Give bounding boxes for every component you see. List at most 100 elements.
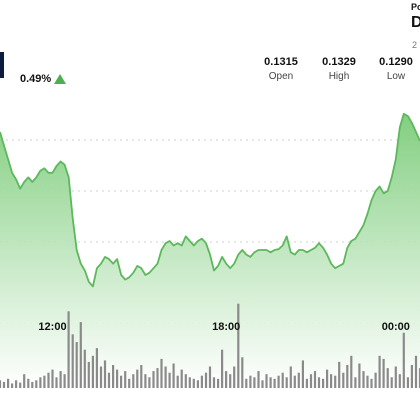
volume-bar xyxy=(124,371,127,388)
volume-bar xyxy=(172,363,175,388)
open-value: 0.1315 xyxy=(264,56,298,68)
volume-bar xyxy=(152,371,155,388)
volume-bar xyxy=(289,366,292,388)
volume-bar xyxy=(59,371,62,388)
volume-bar xyxy=(128,378,131,388)
volume-bar xyxy=(67,311,70,388)
volume-bar xyxy=(313,371,317,388)
volume-bar xyxy=(398,374,401,388)
volume-bar xyxy=(140,365,143,388)
volume-bar xyxy=(11,383,14,388)
volume-bar xyxy=(414,355,418,388)
volume-bar xyxy=(71,334,74,388)
volume-bar xyxy=(394,366,397,388)
volume-bar xyxy=(245,378,248,388)
volume-bar xyxy=(326,369,329,388)
volume-bar xyxy=(253,377,256,388)
volume-bar xyxy=(217,378,220,388)
volume-bar xyxy=(309,374,313,388)
volume-bar xyxy=(144,374,147,388)
volume-bar xyxy=(293,375,296,388)
x-tick-label: 12:00 xyxy=(38,321,66,333)
open-stat: 0.1315 Open xyxy=(259,56,303,82)
volume-bar xyxy=(39,377,42,388)
volume-bar xyxy=(212,377,216,388)
change-percent: 0.49% xyxy=(20,73,52,85)
volume-bar xyxy=(188,377,191,388)
volume-bar xyxy=(225,371,228,388)
volume-bar xyxy=(103,360,107,388)
volume-bar xyxy=(136,369,139,388)
volume-bar xyxy=(192,378,195,388)
volume-bar xyxy=(156,368,159,388)
up-arrow-icon xyxy=(54,74,66,84)
volume-bar xyxy=(95,348,98,388)
corner-label-mid: D xyxy=(411,14,420,31)
volume-bar xyxy=(334,375,337,388)
volume-bar xyxy=(257,371,260,388)
volume-bar xyxy=(196,380,199,388)
volume-bar xyxy=(2,381,6,388)
volume-bar xyxy=(370,378,373,388)
volume-bar xyxy=(0,380,2,388)
volume-bar xyxy=(204,372,208,388)
volume-bar xyxy=(322,378,325,388)
price-area-fill xyxy=(0,113,420,389)
volume-bar xyxy=(47,372,50,388)
open-label: Open xyxy=(268,71,294,82)
low-value: 0.1290 xyxy=(379,56,413,68)
volume-bar xyxy=(237,303,240,388)
volume-bar xyxy=(31,381,34,388)
volume-bar xyxy=(402,332,405,388)
volume-bar xyxy=(382,358,385,388)
volume-bar xyxy=(261,380,264,388)
low-stat: 0.1290 Low xyxy=(374,56,418,82)
volume-bar xyxy=(265,374,268,388)
volume-bar xyxy=(91,355,94,388)
volume-bar xyxy=(281,372,284,388)
volume-bar xyxy=(112,365,115,388)
volume-bar xyxy=(87,361,90,388)
header-strip: 0.49% 0.1315 Open 0.1329 High 0.1290 Low… xyxy=(0,0,420,90)
volume-bar xyxy=(83,349,86,388)
price-line xyxy=(0,112,420,288)
volume-bar xyxy=(342,372,345,388)
volume-bar xyxy=(35,380,38,388)
volume-bar xyxy=(229,374,232,388)
volume-bar xyxy=(160,358,163,388)
volume-bars xyxy=(0,303,420,388)
volume-bar xyxy=(249,375,252,388)
volume-bar xyxy=(354,377,357,388)
volume-bar xyxy=(51,369,54,388)
volume-bar xyxy=(330,374,333,388)
volume-bar xyxy=(19,382,22,388)
volume-bar xyxy=(285,377,288,388)
volume-bar xyxy=(241,357,244,388)
volume-bar xyxy=(63,374,66,388)
volume-bar xyxy=(180,369,183,388)
volume-bar xyxy=(221,349,224,388)
volume-bar xyxy=(317,377,321,388)
x-tick-label: 00:00 xyxy=(382,321,410,333)
volume-bar xyxy=(390,377,393,388)
volume-bar xyxy=(386,368,389,388)
volume-bar xyxy=(27,378,30,388)
volume-bar xyxy=(362,371,365,388)
high-stat: 0.1329 High xyxy=(317,56,361,82)
volume-bar xyxy=(7,378,10,388)
volume-bar xyxy=(75,342,78,388)
volume-bar xyxy=(116,369,119,388)
low-label: Low xyxy=(386,71,406,82)
volume-bar xyxy=(418,368,420,388)
volume-bar xyxy=(107,372,111,388)
volume-bar xyxy=(305,378,308,388)
corner-label-top: Po xyxy=(411,2,420,12)
volume-bar xyxy=(406,377,409,388)
volume-bar xyxy=(378,355,381,388)
high-label: High xyxy=(328,71,350,82)
volume-bar xyxy=(366,375,369,388)
volume-bar xyxy=(23,374,26,388)
volume-bar xyxy=(233,366,236,388)
volume-bar xyxy=(208,366,212,388)
